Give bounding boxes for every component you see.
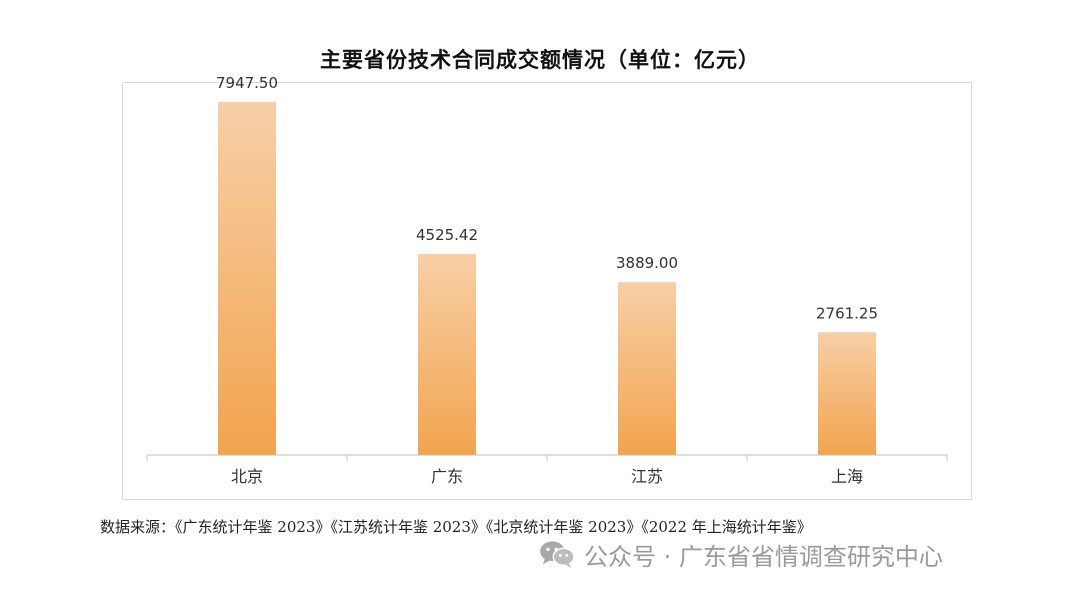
data-source-note: 数据来源：《广东统计年鉴 2023》《江苏统计年鉴 2023》《北京统计年鉴 2…: [100, 518, 812, 536]
bar-0: [218, 101, 276, 456]
wechat-icon: [540, 541, 575, 569]
watermark: 公众号 · 广东省省情调查研究中心: [538, 536, 943, 572]
x-tick-label-2: 江苏: [631, 467, 663, 486]
data-label-2: 3889.00: [616, 254, 678, 272]
data-label-0: 7947.50: [216, 74, 278, 92]
x-tick-label-0: 北京: [231, 467, 263, 486]
bar-1: [418, 253, 476, 455]
bar-3: [818, 332, 876, 455]
chart-frame: [122, 82, 972, 500]
data-label-3: 2761.25: [816, 304, 878, 322]
x-tick-label-3: 上海: [831, 467, 863, 486]
watermark-text: 公众号 · 广东省省情调查研究中心: [584, 542, 943, 571]
chart-title: 主要省份技术合同成交额情况（单位：亿元）: [320, 47, 760, 72]
bar-2: [618, 282, 676, 455]
x-tick-label-1: 广东: [431, 467, 463, 486]
data-label-1: 4525.42: [416, 226, 478, 244]
